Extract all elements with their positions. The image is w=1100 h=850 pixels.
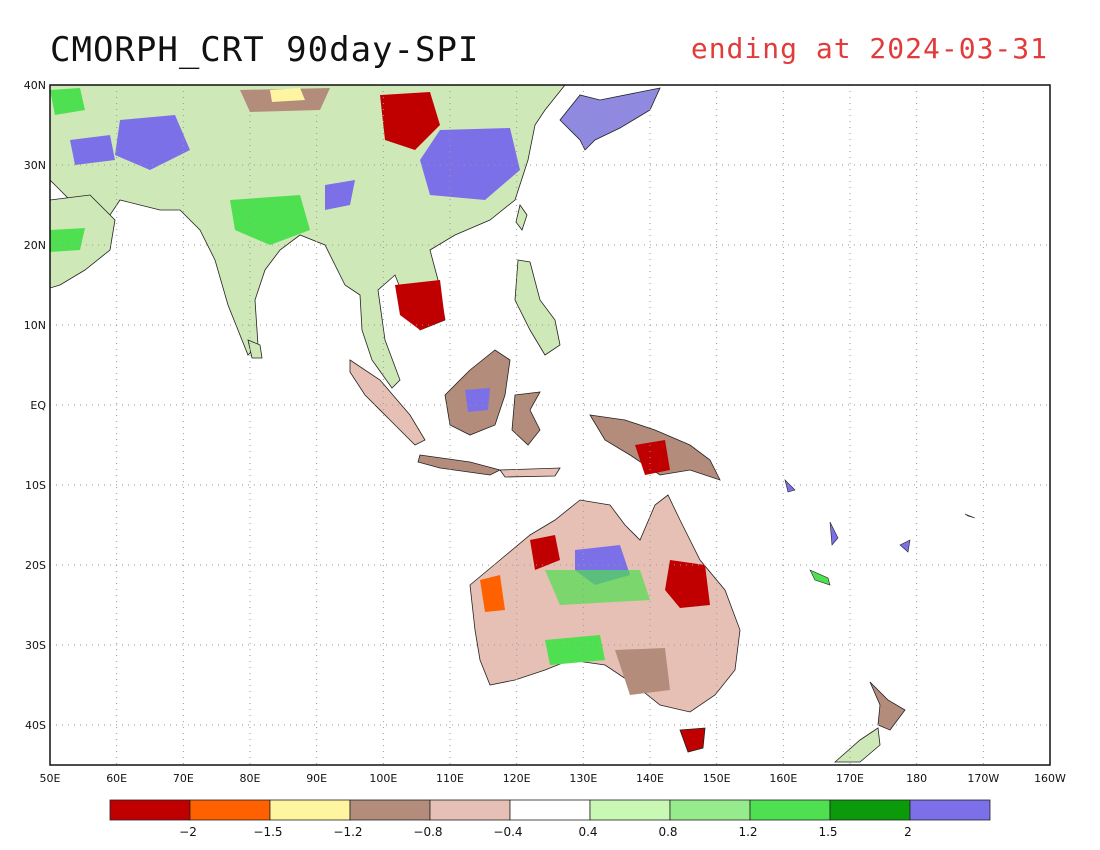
colorbar-label: −0.4 [493,825,522,839]
lon-tick-label: 160E [769,772,797,785]
spi-anomaly-patches [50,88,710,695]
wet-patch [230,195,310,245]
map-frame [49,84,1051,766]
taiwan-landmass [515,204,528,231]
colorbar-swatch [829,799,911,821]
map-title: CMORPH_CRT 90day-SPI [50,30,480,70]
tasmania-landmass [679,727,706,753]
wet-patch [420,128,520,200]
colorbar-swatch [909,799,991,821]
colorbar-label: −1.5 [253,825,282,839]
wet-patch [325,180,355,210]
colorbar-swatch [109,799,191,821]
lon-tick-label: 50E [40,772,61,785]
colorbar-label: −2 [179,825,197,839]
new-zealand-north-landmass [869,681,906,731]
lat-tick-label: 40S [25,719,46,732]
colorbar-label: 0.8 [658,825,677,839]
land-layer [50,85,976,763]
wet-patch [545,570,650,605]
lon-tick-label: 180 [906,772,927,785]
wet-patch [545,635,605,665]
dry-patch [615,648,670,695]
sumatra-landmass [349,359,426,446]
sri-lanka-landmass [247,339,263,359]
wet-patch [115,115,190,170]
lat-tick-label: 10N [24,319,46,332]
lat-tick-label: 30S [25,639,46,652]
colorbar-swatch [669,799,751,821]
lon-tick-label: 110E [436,772,464,785]
dry-patch [635,440,670,475]
dry-patch [530,535,560,570]
lat-tick-label: 30N [24,159,46,172]
sulawesi-landmass [511,391,541,446]
arabia-landmass [50,194,116,289]
lon-tick-label: 170W [967,772,999,785]
colorbar-swatch [349,799,431,821]
lon-tick-label: 70E [173,772,194,785]
lesser-sunda-landmass [499,467,561,478]
pacific-island [899,539,911,553]
latitude-ticks: 40N 30N 20N 10N EQ 10S 20S 30S 40S [24,79,47,732]
dry-patch [480,575,505,612]
lon-tick-label: 150E [703,772,731,785]
new-zealand-south-landmass [833,727,881,763]
colorbar-label: 0.4 [578,825,597,839]
longitude-ticks: 50E 60E 70E 80E 90E 100E 110E 120E 130E 140E 150E 1… [40,772,1067,785]
lon-tick-label: 160W [1034,772,1066,785]
lat-tick-label: 20N [24,239,46,252]
colorbar-label: 1.2 [738,825,757,839]
dry-patch [270,88,305,102]
colorbar-swatch [429,799,511,821]
lon-tick-label: 60E [106,772,127,785]
colorbar: −2 −1.5 −1.2 −0.8 −0.4 0.4 0.8 1.2 1.5 2 [109,799,991,839]
colorbar-label: −1.2 [333,825,362,839]
lon-tick-label: 120E [503,772,531,785]
wet-patch [465,388,490,412]
wet-patch [70,135,115,165]
dry-patch [395,280,445,330]
pacific-island [784,479,796,493]
lon-tick-label: 140E [636,772,664,785]
colorbar-label: 2 [904,825,912,839]
pacific-island [809,569,831,586]
lon-tick-label: 170E [836,772,864,785]
lat-tick-label: 10S [25,479,46,492]
dry-patch [380,92,440,150]
wet-patch [50,88,85,115]
lon-tick-label: 130E [569,772,597,785]
colorbar-label: 1.5 [818,825,837,839]
lon-tick-label: 90E [306,772,327,785]
lat-tick-label: 40N [24,79,46,92]
colorbar-swatch [509,799,591,821]
pacific-island [964,513,976,519]
lon-tick-label: 100E [369,772,397,785]
colorbar-swatch [589,799,671,821]
java-landmass [417,454,502,476]
philippines-landmass [514,259,561,356]
colorbar-swatch [189,799,271,821]
pacific-island [829,521,839,546]
lat-tick-label: EQ [30,399,46,412]
dry-patch [665,560,710,608]
lat-tick-label: 20S [25,559,46,572]
colorbar-swatch [749,799,831,821]
colorbar-swatch [269,799,351,821]
colorbar-label: −0.8 [413,825,442,839]
japan-landmass [559,87,661,151]
wet-patch [50,228,85,252]
lon-tick-label: 80E [240,772,261,785]
date-subtitle: ending at 2024-03-31 [690,32,1048,65]
